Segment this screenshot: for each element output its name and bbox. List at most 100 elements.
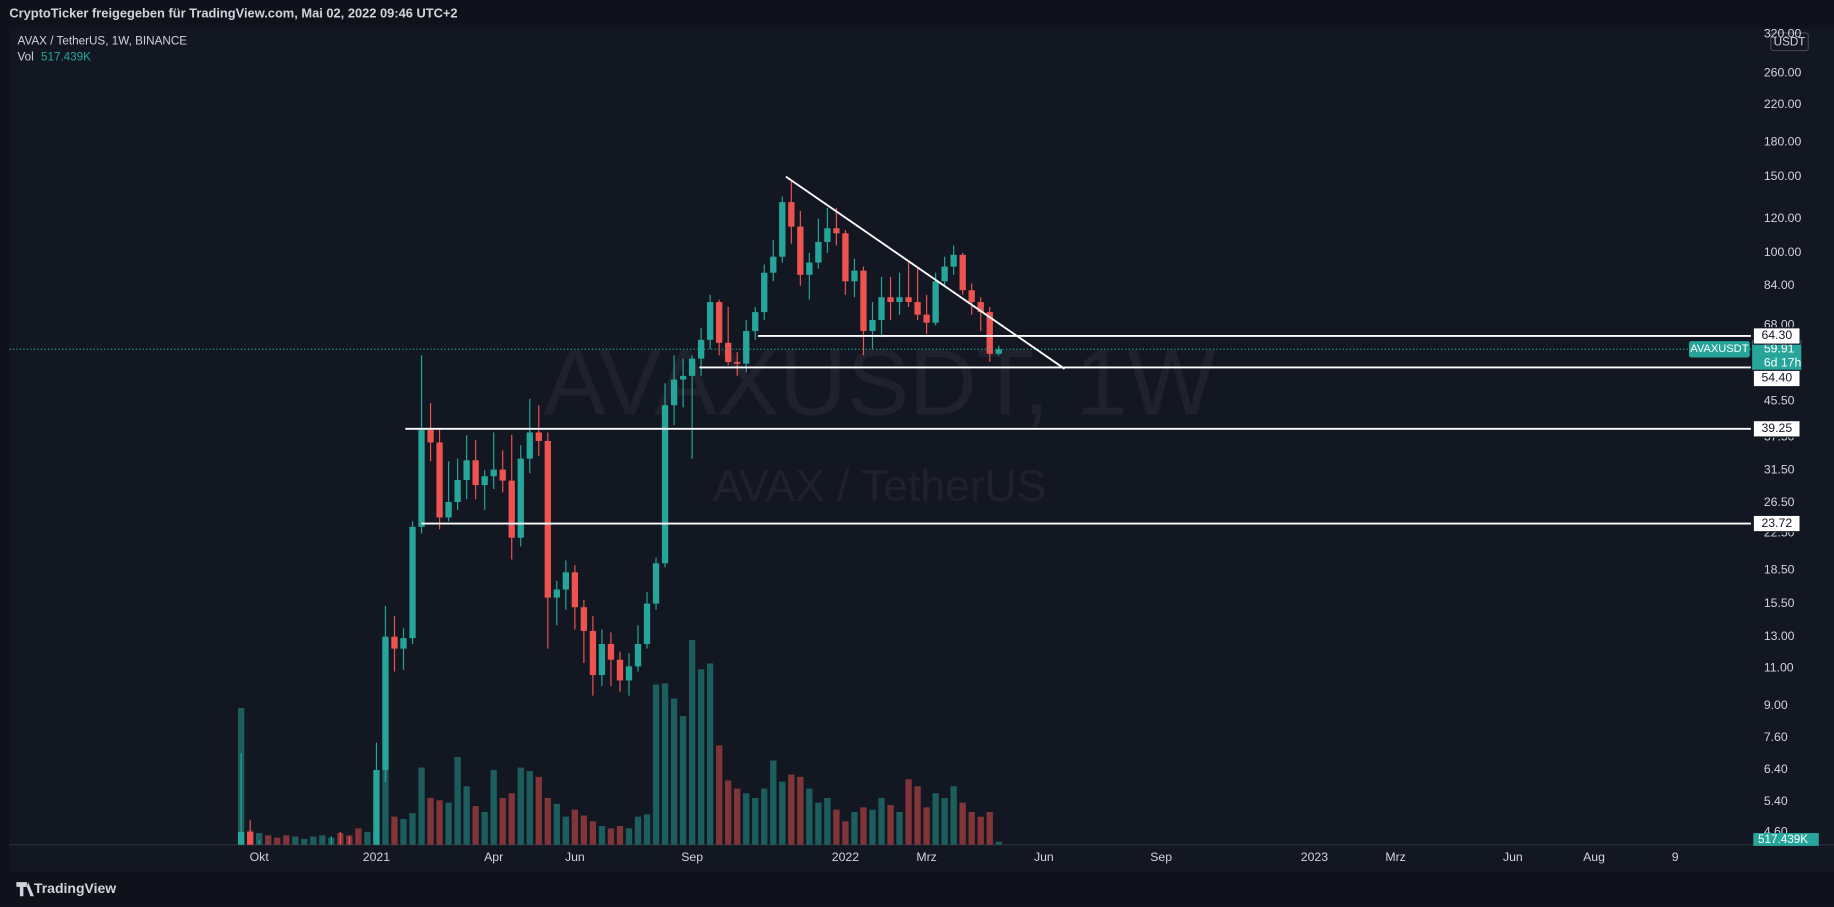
candle-body <box>914 302 921 315</box>
x-tick-label: Mrz <box>1385 850 1405 864</box>
volume-bar <box>301 838 308 845</box>
volume-bar <box>292 836 299 845</box>
watermark: AVAXUSDT, 1W <box>543 329 1215 434</box>
candle-body <box>797 226 804 275</box>
candle-body <box>670 379 678 406</box>
y-tick-label: 11.00 <box>1764 660 1794 674</box>
candle-body <box>950 254 957 267</box>
volume-bar <box>283 835 290 845</box>
candle-body <box>860 270 867 332</box>
volume-bar <box>364 831 371 845</box>
candle-body <box>661 405 669 564</box>
currency-box <box>1770 32 1809 52</box>
candle-body <box>247 832 254 845</box>
volume-bar <box>526 771 533 845</box>
volume-bar <box>842 821 849 845</box>
volume-bar <box>634 816 642 845</box>
y-tick-label: 220.00 <box>1764 97 1802 111</box>
volume-bar <box>706 663 714 845</box>
y-tick-label: 120.00 <box>1764 211 1802 225</box>
symbol-label: AVAXUSDT <box>1690 343 1748 355</box>
volume-bar <box>652 684 660 845</box>
volume-bar <box>427 797 434 845</box>
countdown-label: 6d 17h <box>1764 356 1802 370</box>
candle-body <box>788 202 795 227</box>
volume-bar <box>968 811 975 845</box>
candle-body <box>490 469 497 477</box>
volume-bar <box>382 769 389 845</box>
candle-body <box>779 202 786 257</box>
volume-bar <box>625 828 633 845</box>
candle-body <box>427 430 434 443</box>
brand-logo <box>16 882 34 897</box>
candle-body <box>878 297 885 320</box>
candle-body <box>616 659 624 681</box>
level-label: 39.25 <box>1761 421 1792 435</box>
volume-bar <box>418 767 425 845</box>
volume-bar <box>679 716 687 845</box>
y-tick-label: 45.50 <box>1764 393 1795 407</box>
y-tick-label: 260.00 <box>1764 65 1802 79</box>
volume-bar <box>454 757 461 845</box>
volume-readout: 517.439K <box>41 51 91 64</box>
level-label-box <box>1752 327 1801 345</box>
volume-bar <box>977 816 984 845</box>
x-tick-label: Okt <box>250 850 270 864</box>
candle-body <box>562 572 569 590</box>
candle-body <box>995 349 1002 354</box>
volume-bar <box>571 809 579 845</box>
y-tick-label: 7.60 <box>1764 730 1788 744</box>
y-tick-label: 320.00 <box>1764 26 1802 40</box>
currency-label: USDT <box>1774 35 1806 48</box>
volume-bar <box>806 788 813 845</box>
candle-body <box>472 460 479 486</box>
candle-body <box>580 607 588 631</box>
volume-bar <box>499 797 506 845</box>
volume-bar <box>490 769 497 845</box>
volume-bar <box>265 835 272 845</box>
x-tick-label: Jun <box>1503 850 1523 864</box>
volume-bar <box>716 745 723 845</box>
candle-body <box>869 319 876 332</box>
volume-bar <box>598 826 606 845</box>
volume-box <box>1753 833 1819 846</box>
x-tick-label: 9 <box>1672 850 1679 864</box>
candle-body <box>544 440 551 598</box>
volume-bar <box>995 841 1002 845</box>
volume-bar <box>860 807 867 845</box>
volume-bar <box>436 800 443 845</box>
volume-bar <box>725 780 732 845</box>
volume-bar <box>923 807 930 845</box>
volume-bar <box>661 683 669 845</box>
volume-bar <box>914 786 921 845</box>
chart-title: AVAX / TetherUS, 1W, BINANCE <box>18 34 188 47</box>
watermark-subtitle: AVAX / TetherUS <box>713 462 1046 511</box>
candle-body <box>842 233 849 282</box>
candle-body <box>824 228 831 242</box>
volume-bar <box>959 802 966 845</box>
price-label: 59.91 <box>1764 342 1795 356</box>
candle-body <box>688 358 696 376</box>
candle-body <box>463 460 470 480</box>
candle-body <box>553 589 560 598</box>
candle-body <box>932 281 939 323</box>
candle-body <box>734 361 741 364</box>
volume-legend: Vol <box>18 51 34 64</box>
plot-group <box>237 180 1002 845</box>
volume-bar <box>986 811 993 845</box>
x-tick-label: 2023 <box>1301 850 1328 864</box>
price-axis <box>1750 28 1834 872</box>
y-tick-label: 15.50 <box>1764 596 1795 610</box>
symbol-box <box>1688 341 1750 358</box>
volume-bar <box>697 669 705 845</box>
volume-bar <box>905 779 912 845</box>
volume-bar <box>896 811 903 845</box>
x-tick-label: Jun <box>565 850 585 864</box>
volume-bar <box>319 835 326 845</box>
candle-body <box>526 432 533 459</box>
candle-body <box>977 302 984 313</box>
x-tick-label: Apr <box>484 850 503 864</box>
level-label-box <box>1752 420 1801 438</box>
x-tick-label: 2021 <box>363 850 390 864</box>
